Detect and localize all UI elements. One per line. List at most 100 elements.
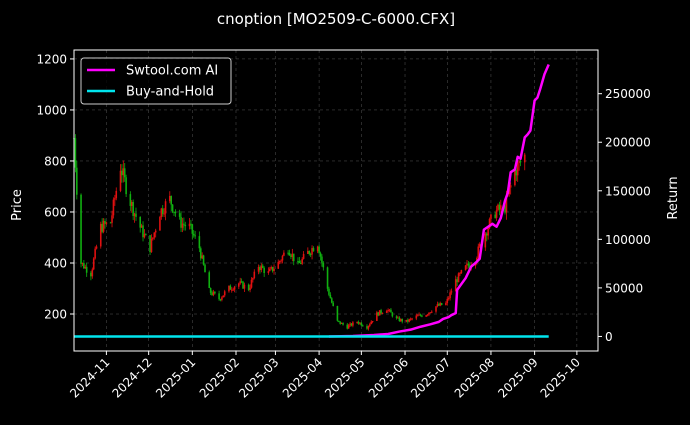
candle-body bbox=[161, 208, 164, 214]
candle-body bbox=[121, 170, 123, 176]
candle-body bbox=[261, 265, 264, 268]
y2-tick-label: 200000 bbox=[605, 136, 651, 150]
candle-body bbox=[321, 256, 323, 263]
plot-frame bbox=[73, 49, 599, 352]
candle-body bbox=[80, 194, 82, 264]
candle-body bbox=[291, 253, 294, 257]
candle-body bbox=[198, 236, 201, 249]
candle-body bbox=[145, 234, 147, 236]
candle-body bbox=[273, 268, 275, 272]
candle-body bbox=[477, 246, 480, 259]
candle-body bbox=[171, 204, 174, 212]
candle-body bbox=[139, 216, 142, 228]
y-axis-label: Price bbox=[10, 189, 25, 221]
candle-body bbox=[415, 315, 418, 319]
candle-body bbox=[457, 273, 460, 283]
candle-body bbox=[122, 168, 125, 176]
candle-body bbox=[170, 195, 172, 205]
candle-body bbox=[232, 289, 234, 291]
y2-tick-label: 100000 bbox=[605, 233, 651, 247]
candle-body bbox=[445, 303, 447, 305]
candle-body bbox=[357, 322, 360, 324]
candle-body bbox=[281, 255, 284, 261]
candle-body bbox=[153, 232, 156, 238]
candle-body bbox=[152, 237, 154, 239]
candle-body bbox=[356, 322, 358, 324]
candle-body bbox=[485, 233, 488, 236]
candle-body bbox=[478, 244, 481, 247]
candle-body bbox=[271, 266, 274, 272]
candle-body bbox=[385, 310, 388, 313]
candle-body bbox=[104, 221, 106, 224]
candle-body bbox=[133, 213, 136, 216]
candle-body bbox=[111, 215, 113, 223]
candle-body bbox=[132, 202, 134, 216]
candle-body bbox=[378, 310, 381, 316]
candle-body bbox=[347, 325, 350, 329]
candle-body bbox=[173, 211, 175, 213]
candle-body bbox=[318, 246, 320, 254]
candle-body bbox=[229, 285, 232, 290]
candle-body bbox=[74, 138, 77, 168]
candle-body bbox=[142, 225, 144, 238]
candle-body bbox=[301, 258, 303, 264]
candle-body bbox=[454, 279, 457, 292]
candle-body bbox=[102, 221, 105, 232]
candle-body bbox=[439, 303, 442, 306]
candle-body bbox=[288, 252, 291, 256]
candle-body bbox=[426, 314, 429, 316]
candle-body bbox=[268, 268, 271, 272]
y-tick-label: 1000 bbox=[36, 103, 67, 117]
legend-label: Swtool.com AI bbox=[126, 64, 218, 79]
chart-title: cnoption [MO2509-C-6000.CFX] bbox=[217, 10, 455, 28]
candle-body bbox=[495, 210, 498, 218]
candle-body bbox=[297, 261, 299, 263]
candle-body bbox=[208, 272, 211, 288]
candle-body bbox=[401, 319, 404, 322]
candle-body bbox=[518, 161, 520, 164]
candle-body bbox=[350, 323, 353, 326]
candle-body bbox=[360, 322, 363, 326]
candle-body bbox=[238, 283, 240, 287]
candle-body bbox=[498, 204, 501, 210]
candle-body bbox=[92, 258, 95, 270]
candle-body bbox=[240, 281, 243, 283]
candle-body bbox=[484, 233, 487, 248]
candle-body bbox=[340, 322, 343, 324]
candle-body bbox=[290, 255, 292, 257]
candle-body bbox=[419, 314, 422, 316]
candle-body bbox=[376, 312, 378, 321]
candle-body bbox=[440, 303, 443, 305]
y2-tick-label: 250000 bbox=[605, 87, 651, 101]
candle-body bbox=[214, 291, 216, 294]
candle-body bbox=[242, 281, 244, 289]
candle-body bbox=[219, 299, 222, 301]
candle-body bbox=[421, 315, 423, 317]
candle-body bbox=[99, 223, 102, 247]
candle-body bbox=[316, 246, 319, 252]
candle-body bbox=[260, 265, 263, 270]
candle-body bbox=[105, 222, 108, 224]
candle-body bbox=[377, 312, 380, 316]
candle-body bbox=[370, 321, 373, 325]
candle-body bbox=[425, 315, 427, 317]
candle-body bbox=[311, 248, 313, 255]
candle-body bbox=[159, 216, 161, 231]
candle-body bbox=[204, 264, 206, 273]
candle-body bbox=[467, 263, 470, 266]
candle-body bbox=[509, 185, 512, 188]
candle-body bbox=[109, 222, 112, 224]
series-lines bbox=[74, 64, 550, 338]
candle-body bbox=[418, 314, 420, 316]
candle-body bbox=[428, 312, 430, 315]
candle-body bbox=[181, 223, 184, 228]
y-tick-label: 600 bbox=[44, 205, 67, 219]
candle-body bbox=[287, 252, 289, 254]
candle-body bbox=[494, 214, 496, 218]
candle-body bbox=[523, 154, 526, 163]
candle-body bbox=[469, 265, 471, 268]
candle-body bbox=[247, 284, 250, 291]
candle-body bbox=[398, 317, 401, 322]
candle-body bbox=[466, 263, 468, 266]
